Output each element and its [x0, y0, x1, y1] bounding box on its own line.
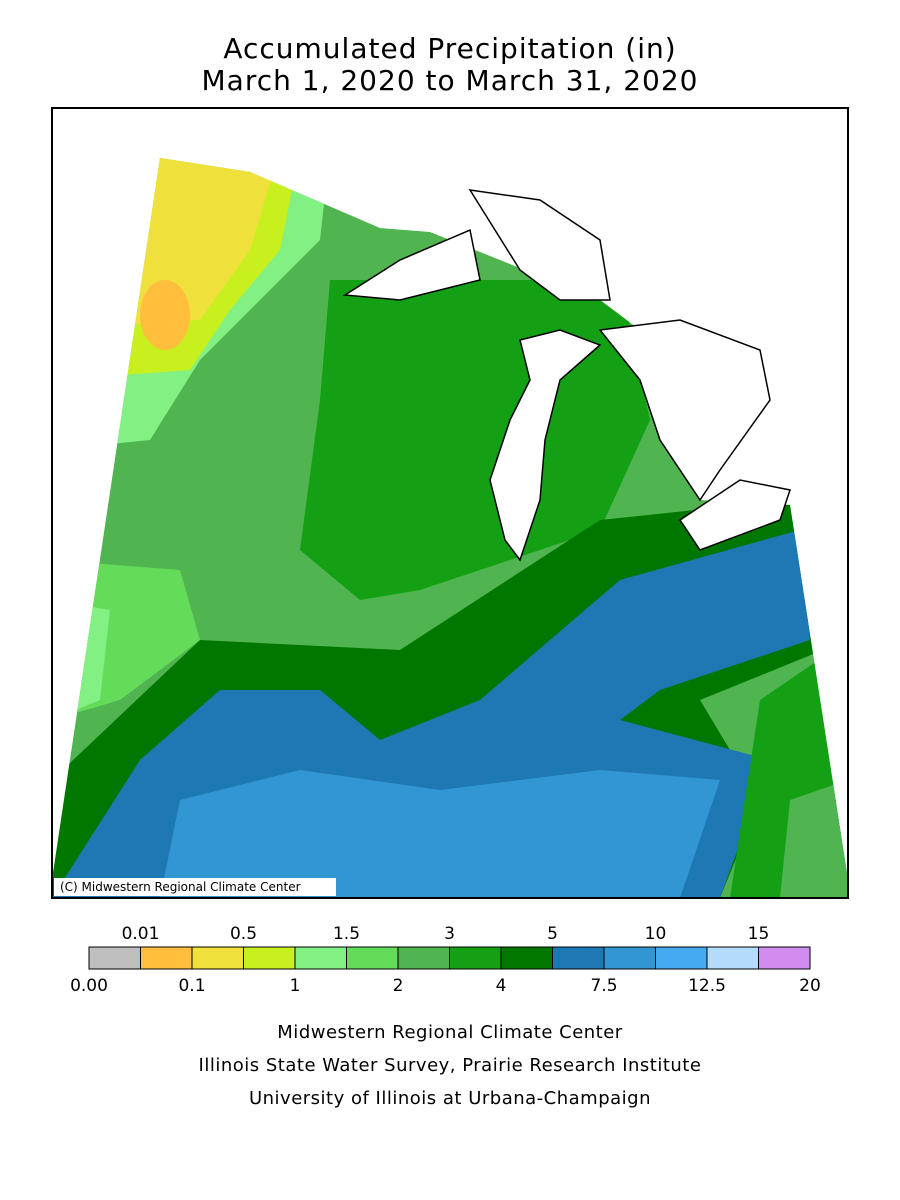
- legend-swatch: [397, 946, 450, 970]
- legend-swatch: [655, 946, 708, 970]
- legend-swatch: [140, 946, 193, 970]
- legend-swatch: [758, 946, 811, 970]
- legend-label: 0.5: [230, 924, 257, 944]
- credit-box: [54, 878, 336, 896]
- legend-label: 5: [547, 924, 558, 944]
- legend-swatch: [449, 946, 502, 970]
- map-frame: [51, 107, 849, 899]
- title: Accumulated Precipitation (in): [223, 32, 676, 65]
- legend-swatch: [552, 946, 605, 970]
- legend-label: 3: [444, 924, 455, 944]
- legend-swatch: [706, 946, 759, 970]
- legend-swatch: [191, 946, 244, 970]
- legend-swatch: [603, 946, 656, 970]
- legend-label: 15: [748, 924, 770, 944]
- legend-swatch: [243, 946, 296, 970]
- lakes: [342, 189, 791, 562]
- legend-swatch: [346, 946, 399, 970]
- legend-label: 12.5: [688, 976, 726, 996]
- subtitle: March 1, 2020 to March 31, 2020: [202, 64, 699, 97]
- legend-label: 0.00: [70, 976, 108, 996]
- legend-label: 4: [496, 976, 507, 996]
- legend-swatch: [88, 946, 141, 970]
- footer-line: Illinois State Water Survey, Prairie Res…: [199, 1055, 702, 1076]
- legend-label: 0.1: [178, 976, 205, 996]
- footer-line: Midwestern Regional Climate Center: [277, 1022, 623, 1043]
- legend-label: 10: [645, 924, 667, 944]
- legend-swatch: [500, 946, 553, 970]
- legend-label: 1.5: [333, 924, 360, 944]
- legend-label: 1: [290, 976, 301, 996]
- legend: 0.00 0.01 0.1 0.5 1 1.5 2 3 4 5 7.5 10 12.5 15 20: [70, 924, 821, 996]
- legend-swatch: [294, 946, 347, 970]
- legend-label: 2: [393, 976, 404, 996]
- footer-line: University of Illinois at Urbana-Champai…: [249, 1088, 651, 1109]
- legend-label: 20: [799, 976, 821, 996]
- map-credit: (C) Midwestern Regional Climate Center: [60, 880, 301, 894]
- legend-label: 0.01: [122, 924, 160, 944]
- legend-label: 7.5: [590, 976, 617, 996]
